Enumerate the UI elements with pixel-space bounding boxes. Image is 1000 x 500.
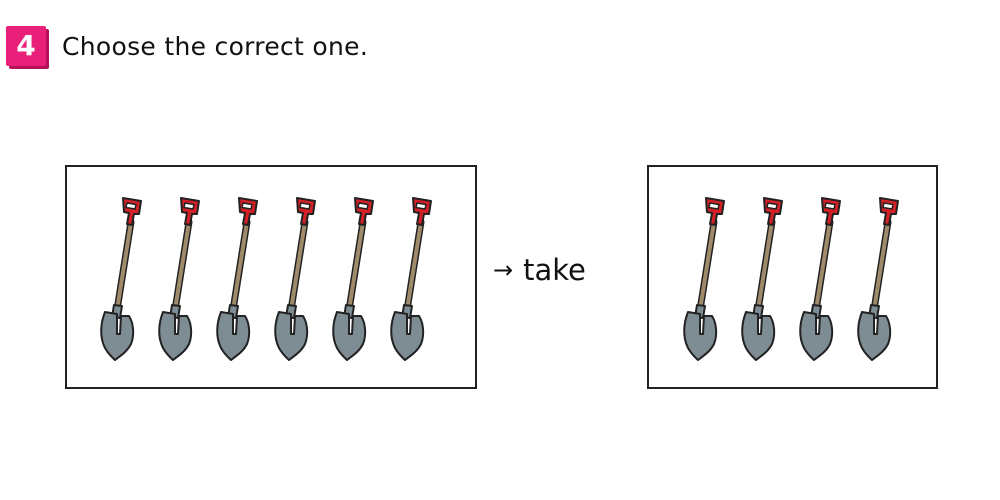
shovel-icon bbox=[209, 192, 267, 362]
shovel-icon bbox=[151, 192, 209, 362]
before-shovel-row bbox=[93, 192, 441, 362]
shovel-icon bbox=[850, 192, 908, 362]
before-panel bbox=[65, 165, 477, 389]
shovel-icon bbox=[325, 192, 383, 362]
after-panel bbox=[647, 165, 938, 389]
question-header: 4 Choose the correct one. bbox=[6, 26, 368, 66]
shovel-icon bbox=[676, 192, 734, 362]
take-instruction: → take bbox=[493, 253, 586, 287]
shovel-icon bbox=[734, 192, 792, 362]
question-number-badge: 4 bbox=[6, 26, 46, 66]
shovel-icon bbox=[93, 192, 151, 362]
take-label: take bbox=[523, 253, 586, 287]
shovel-icon bbox=[792, 192, 850, 362]
question-prompt: Choose the correct one. bbox=[62, 31, 369, 61]
right-arrow-icon: → bbox=[493, 256, 514, 284]
shovel-icon bbox=[267, 192, 325, 362]
after-shovel-row bbox=[676, 192, 908, 362]
shovel-icon bbox=[383, 192, 441, 362]
